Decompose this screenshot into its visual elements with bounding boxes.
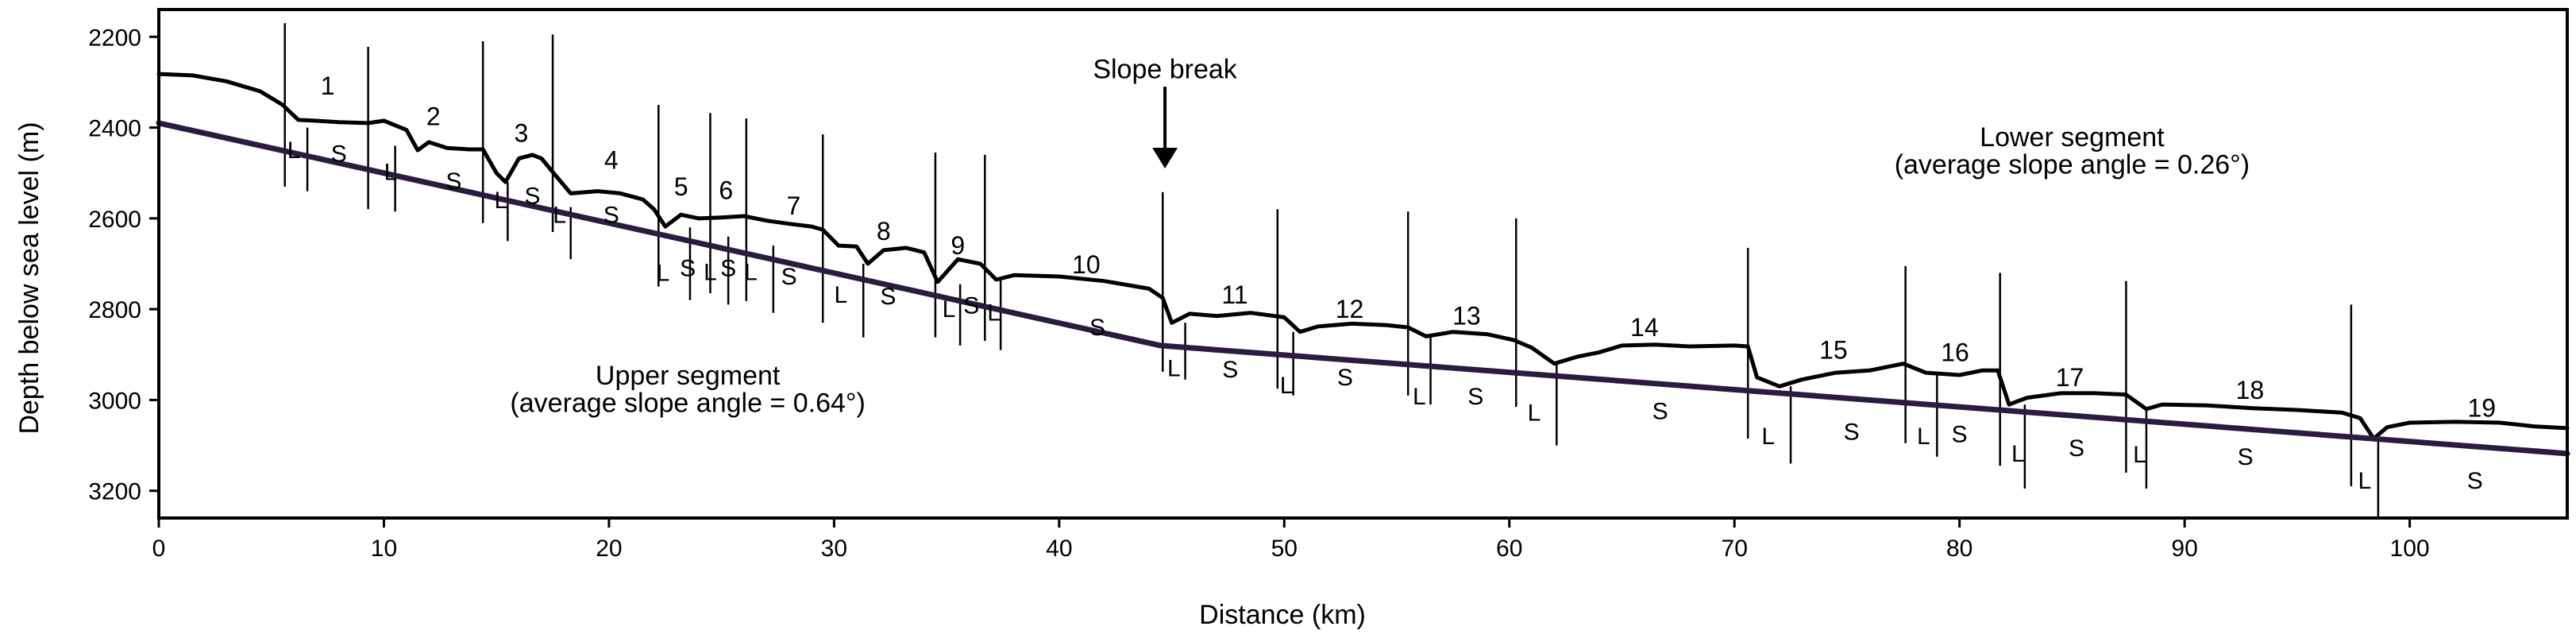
ls-label: S (2069, 435, 2084, 462)
x-tick-label: 70 (1722, 536, 1748, 562)
ls-label: L (657, 260, 670, 286)
seafloor-profile-line (156, 72, 2570, 441)
annotation-text: (average slope angle = 0.64°) (510, 388, 865, 418)
y-axis-title: Depth below sea level (m) (14, 122, 44, 434)
segment-number-label: 9 (951, 231, 965, 260)
y-tick-label: 2200 (88, 25, 141, 51)
ls-label: S (331, 141, 347, 168)
segment-number-label: 14 (1630, 313, 1659, 342)
ls-label: S (1222, 357, 1238, 383)
y-tick-label: 3200 (88, 479, 141, 505)
ls-label: S (720, 256, 736, 282)
segment-number-label: 8 (877, 217, 891, 246)
ls-label: S (604, 202, 619, 228)
ls-label: L (2358, 468, 2372, 494)
segment-number-label: 15 (1819, 336, 1848, 365)
ls-label: L (384, 160, 398, 186)
ls-label: S (1844, 419, 1860, 445)
ls-label: S (1337, 365, 1353, 391)
x-tick-label: 10 (371, 536, 397, 562)
y-tick-label: 3000 (88, 388, 141, 414)
ls-label: S (1652, 399, 1668, 425)
x-axis-title: Distance (km) (1199, 600, 1366, 630)
ls-label: L (287, 137, 301, 164)
ls-label: L (495, 188, 508, 214)
ls-label: L (1528, 400, 1541, 426)
annotation-text: (average slope angle = 0.26°) (1895, 149, 2250, 180)
slope-break-arrow-head (1152, 148, 1178, 168)
segment-number-label: 1 (321, 72, 335, 100)
segment-number-label: 13 (1452, 302, 1481, 331)
segment-number-label: 10 (1072, 250, 1101, 279)
ls-label: L (1280, 373, 1294, 399)
x-tick-label: 40 (1046, 536, 1072, 562)
ls-label: L (744, 259, 758, 285)
segment-number-label: 16 (1941, 338, 1969, 366)
segment-number-label: 6 (719, 176, 733, 204)
ls-label: S (963, 293, 979, 319)
y-tick-label: 2800 (88, 297, 141, 323)
ls-label: L (1413, 384, 1426, 410)
ls-label: L (2133, 442, 2146, 468)
ls-label: L (1917, 423, 1930, 450)
ls-label: L (987, 300, 1001, 327)
ls-label: S (1467, 384, 1483, 410)
segment-number-label: 2 (426, 102, 441, 130)
ls-label: S (445, 168, 461, 195)
segment-baseline-line (156, 120, 2570, 457)
ls-label: S (781, 264, 797, 290)
y-tick-label: 2600 (88, 207, 141, 233)
segment-number-label: 18 (2236, 376, 2265, 404)
ls-label: L (943, 296, 956, 323)
ls-label: L (1167, 355, 1181, 381)
y-tick-label: 2400 (88, 116, 141, 142)
annotation-text: Slope break (1093, 54, 1237, 84)
x-tick-label: 60 (1496, 536, 1522, 562)
annotation-text: Lower segment (1980, 122, 2165, 153)
ls-label: L (553, 202, 566, 228)
x-tick-label: 20 (596, 536, 622, 562)
ls-label: S (1952, 421, 1968, 447)
x-tick-label: 100 (2390, 536, 2430, 562)
x-tick-label: 30 (821, 536, 847, 562)
segment-number-label: 11 (1221, 280, 1248, 309)
ls-label: S (2467, 468, 2483, 494)
ls-label: L (1761, 423, 1775, 450)
ls-label: S (1089, 315, 1105, 341)
x-tick-label: 80 (1946, 536, 1972, 562)
segment-number-label: 4 (604, 146, 619, 175)
segment-number-label: 12 (1336, 295, 1364, 323)
ls-label: L (835, 282, 848, 308)
ls-label: L (2011, 441, 2025, 467)
segment-number-label: 19 (2467, 394, 2496, 423)
x-tick-label: 90 (2171, 536, 2197, 562)
plot-frame (157, 8, 2569, 520)
segment-number-label: 7 (786, 191, 800, 220)
annotation-text: Upper segment (596, 361, 781, 391)
ls-label: S (880, 284, 896, 310)
ls-label: S (525, 183, 541, 209)
segment-number-label: 17 (2056, 363, 2084, 392)
ls-label: S (680, 256, 696, 282)
ls-label: S (2238, 444, 2254, 470)
segment-number-label: 5 (674, 172, 688, 201)
ls-label: L (704, 259, 717, 285)
segment-number-label: 3 (514, 118, 528, 147)
x-tick-label: 50 (1271, 536, 1298, 562)
x-tick-label: 0 (152, 536, 166, 562)
